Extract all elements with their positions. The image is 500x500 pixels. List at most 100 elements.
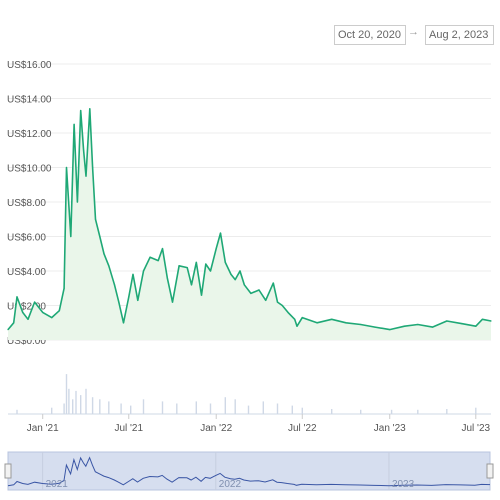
price-point xyxy=(42,311,44,313)
price-point xyxy=(157,260,159,262)
price-point xyxy=(446,320,448,322)
navigator-selection[interactable] xyxy=(7,451,491,491)
price-point xyxy=(200,294,203,296)
price-point xyxy=(166,277,168,279)
price-point xyxy=(122,322,125,324)
x-tick-label: Jan '22 xyxy=(200,423,232,434)
price-point xyxy=(209,270,212,272)
navigator-labels: 2021 2022 2023 xyxy=(46,479,415,490)
volume-bar xyxy=(360,409,362,414)
date-from-input[interactable]: Oct 20, 2020 xyxy=(334,25,406,45)
range-arrow-icon: → xyxy=(408,26,419,38)
price-point xyxy=(215,248,217,250)
volume-bar xyxy=(16,409,18,414)
price-point xyxy=(92,166,94,169)
volume-bar xyxy=(417,409,419,414)
price-point xyxy=(80,110,82,112)
volume-bar xyxy=(224,397,226,414)
volume-bar xyxy=(195,401,197,414)
price-point xyxy=(190,284,193,286)
price-point xyxy=(219,232,222,234)
volume-bar xyxy=(209,403,212,414)
price-point xyxy=(475,325,477,327)
price-point xyxy=(490,320,492,322)
price-point xyxy=(34,301,36,303)
price-point xyxy=(234,279,236,281)
x-tick-label: Jan '21 xyxy=(27,423,59,434)
price-point xyxy=(51,317,53,319)
volume-bar xyxy=(85,388,87,414)
price-point xyxy=(296,325,298,327)
price-point xyxy=(258,289,260,291)
price-point xyxy=(281,304,283,307)
price-point xyxy=(99,235,101,238)
volume-bar xyxy=(65,374,68,414)
y-tick-label: US$14.00 xyxy=(7,95,52,106)
price-point xyxy=(85,175,87,177)
y-tick-label: US$6.00 xyxy=(7,233,46,244)
price-point xyxy=(70,235,72,238)
price-point xyxy=(76,201,78,203)
volume-bar xyxy=(99,399,101,414)
price-point xyxy=(137,299,139,301)
y-tick-label: US$4.00 xyxy=(7,267,46,278)
volume-bar xyxy=(161,401,164,414)
price-point xyxy=(27,318,29,320)
price-point xyxy=(65,166,68,169)
navigator-left-handle[interactable] xyxy=(4,463,12,479)
price-point xyxy=(195,261,197,263)
price-area-fill xyxy=(8,108,491,340)
y-tick-label: US$0.00 xyxy=(7,336,46,347)
volume-bar xyxy=(262,401,264,414)
volume-bar xyxy=(331,409,333,414)
volume-bar xyxy=(276,403,279,414)
x-tick-label: Jul '21 xyxy=(114,423,143,434)
price-point xyxy=(161,248,164,250)
price-point xyxy=(89,108,91,110)
x-tick-label: Jul '22 xyxy=(288,423,317,434)
price-point xyxy=(178,265,180,267)
price-point xyxy=(128,296,130,298)
x-axis-ticks xyxy=(42,414,477,419)
price-point xyxy=(239,270,241,272)
volume-bar xyxy=(91,397,94,414)
price-point xyxy=(13,322,15,324)
price-point xyxy=(58,310,60,312)
volume-bar xyxy=(108,401,110,414)
volume-bar xyxy=(72,399,74,414)
price-point xyxy=(345,322,347,324)
price-point xyxy=(83,149,85,151)
price-point xyxy=(294,318,296,320)
y-tick-label: US$16.00 xyxy=(7,60,52,71)
price-point xyxy=(16,296,18,298)
volume-bar xyxy=(234,399,236,414)
volume-bar xyxy=(75,390,77,414)
navigator-year-label: 2021 xyxy=(46,479,69,490)
price-point xyxy=(63,287,65,289)
price-point xyxy=(460,323,463,325)
volume-bar xyxy=(247,405,250,414)
x-axis-labels: Jan '21 Jul '21 Jan '22 Jul '22 Jan '23 Jul '… xyxy=(27,423,491,434)
volume-bar xyxy=(130,405,132,414)
price-point xyxy=(205,263,207,265)
price-point xyxy=(224,261,226,263)
price-points xyxy=(7,108,492,331)
y-tick-label: US$2.00 xyxy=(7,302,46,313)
y-tick-label: US$12.00 xyxy=(7,129,52,140)
price-point xyxy=(301,317,303,319)
price-point xyxy=(360,323,362,326)
price-point xyxy=(403,325,406,327)
volume-bars xyxy=(16,374,477,414)
price-point xyxy=(186,267,188,269)
y-tick-label: US$10.00 xyxy=(7,164,52,175)
volume-bar xyxy=(301,407,303,414)
navigator-right-handle[interactable] xyxy=(486,463,494,479)
price-point xyxy=(7,329,9,331)
y-tick-label: US$8.00 xyxy=(7,198,46,209)
volume-bar xyxy=(475,407,477,414)
date-to-input[interactable]: Aug 2, 2023 xyxy=(425,25,494,45)
price-point xyxy=(265,299,267,301)
navigator-year-label: 2023 xyxy=(392,479,415,490)
price-point xyxy=(331,318,333,320)
